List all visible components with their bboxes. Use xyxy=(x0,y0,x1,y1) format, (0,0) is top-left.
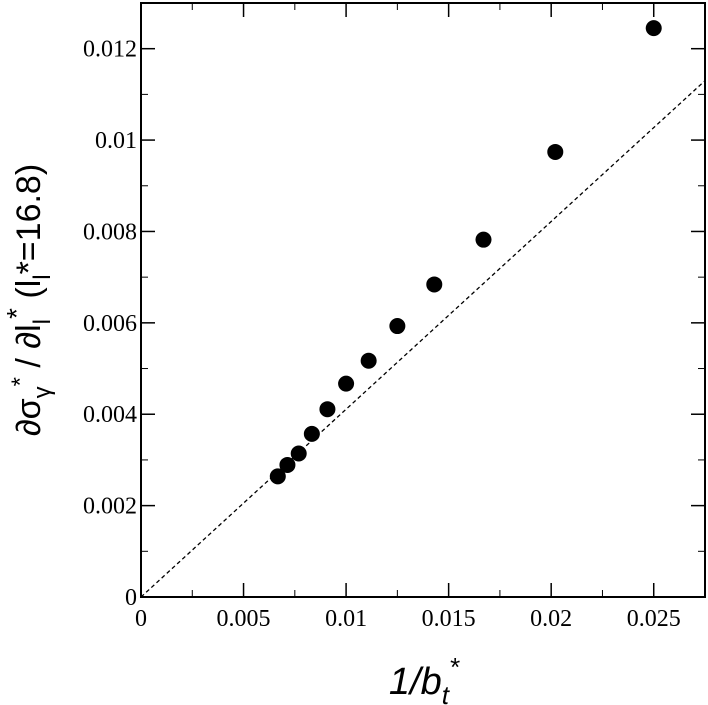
y-tick-label: 0.012 xyxy=(83,37,137,63)
x-axis-title-sup: * xyxy=(449,652,460,682)
x-axis-title-main: 1/b xyxy=(389,661,442,703)
y-axis-title-part3: (l xyxy=(10,280,48,308)
data-point xyxy=(547,143,564,160)
dashed-fit-line xyxy=(140,80,706,598)
y-tick-labels: 0 0.002 0.004 0.006 0.008 0.01 0.012 xyxy=(83,37,137,611)
y-tick-label: 0 xyxy=(125,585,137,611)
y-axis-title-sub3: l xyxy=(29,274,56,279)
y-axis-title-sub2: l xyxy=(29,319,56,324)
y-axis-title: ∂σγ* / ∂ll* (ll*=16.8) xyxy=(1,164,56,436)
data-point xyxy=(475,231,492,248)
y-tick-label: 0.004 xyxy=(83,402,137,428)
series-lines xyxy=(140,80,706,598)
x-tick-label: 0.01 xyxy=(325,606,367,632)
x-tick-label: 0 xyxy=(135,606,147,632)
y-tick-label: 0.008 xyxy=(83,219,137,245)
y-axis-title-sup1: * xyxy=(7,377,34,386)
x-tick-label: 0.005 xyxy=(217,606,271,632)
y-tick-label: 0.006 xyxy=(83,311,137,337)
data-point xyxy=(279,456,296,473)
minor-ticks xyxy=(141,3,705,597)
x-axis-title: 1/bt* xyxy=(389,652,460,705)
data-point xyxy=(426,276,443,293)
plot-frame xyxy=(140,2,706,598)
y-axis-title-part2: / ∂l xyxy=(10,324,48,377)
data-point xyxy=(360,352,377,369)
data-point xyxy=(389,318,406,335)
y-axis-title-part1: ∂σ xyxy=(10,398,48,436)
series-points xyxy=(269,20,662,485)
plot-area: 0 0.005 0.01 0.015 0.02 0.025 0 0.002 0.004 0.00… xyxy=(83,2,706,632)
data-point xyxy=(269,468,286,485)
data-point xyxy=(645,20,662,37)
y-tick-label: 0.01 xyxy=(95,128,137,154)
major-ticks xyxy=(140,3,705,598)
x-tick-label: 0.015 xyxy=(422,606,476,632)
x-tick-label: 0.025 xyxy=(627,606,681,632)
y-axis-title-part4: *=16.8) xyxy=(10,164,48,275)
data-point xyxy=(290,445,307,462)
x-axis-title-sub: t xyxy=(442,680,451,705)
data-point xyxy=(303,425,320,442)
y-axis-title-sup2: * xyxy=(1,308,32,319)
y-axis-title-sub1: γ xyxy=(29,386,56,398)
x-tick-labels: 0 0.005 0.01 0.015 0.02 0.025 xyxy=(135,606,681,632)
x-tick-label: 0.02 xyxy=(530,606,572,632)
data-point xyxy=(338,375,355,392)
data-point xyxy=(319,401,336,418)
y-tick-label: 0.002 xyxy=(83,494,137,520)
